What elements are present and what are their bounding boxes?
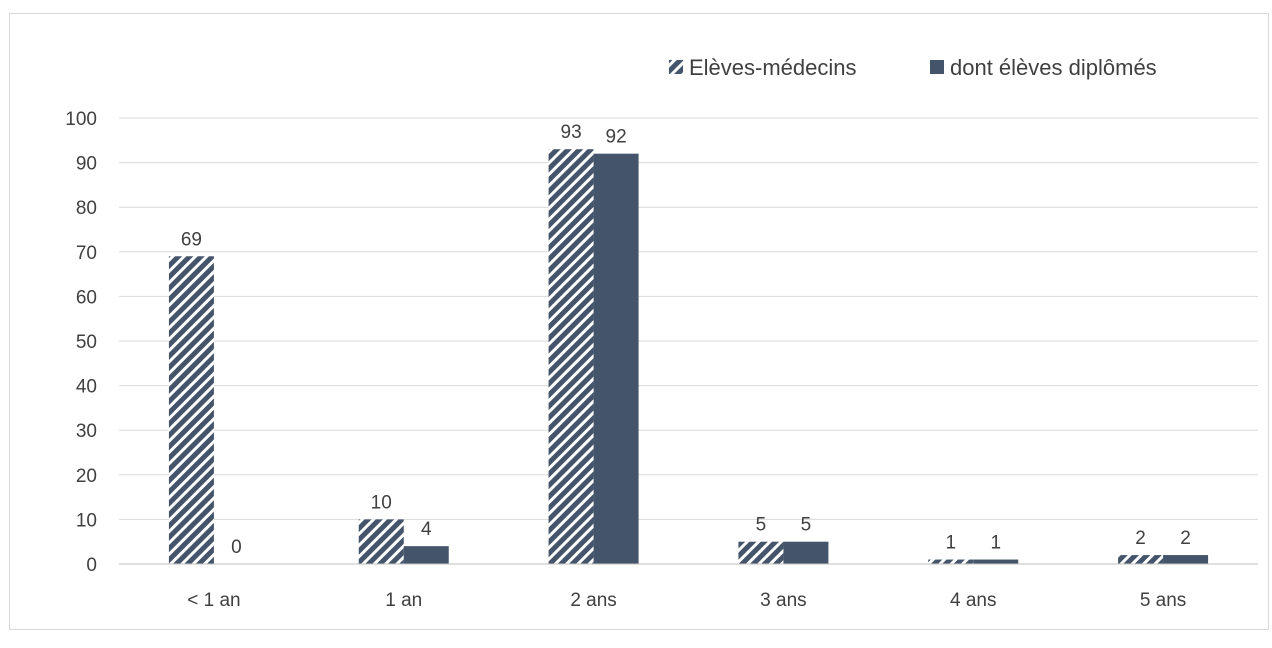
gridlines bbox=[119, 117, 1258, 520]
y-tick-label: 30 bbox=[76, 421, 97, 442]
bar-eleves-medecins bbox=[738, 541, 784, 564]
legend-swatch bbox=[669, 60, 683, 74]
y-tick-label: 70 bbox=[76, 243, 97, 264]
bar-eleves-medecins bbox=[928, 559, 974, 564]
data-label: 93 bbox=[561, 122, 582, 143]
legend-label: dont élèves diplômés bbox=[950, 55, 1157, 80]
y-tick-label: 40 bbox=[76, 377, 97, 398]
data-label: 5 bbox=[801, 515, 812, 536]
bar-eleves-diplomes bbox=[1163, 555, 1209, 564]
legend-label: Elèves-médecins bbox=[689, 55, 857, 80]
x-axis: < 1 an 1 an 2 ans 3 ans 4 ans 5 ans bbox=[119, 563, 1258, 611]
x-tick-label: 2 ans bbox=[570, 590, 616, 611]
bar-eleves-diplomes bbox=[973, 559, 1019, 564]
y-tick-label: 100 bbox=[65, 109, 97, 130]
y-axis: 0 10 20 30 40 50 60 70 80 90 100 bbox=[65, 109, 97, 576]
x-tick-label: 4 ans bbox=[950, 590, 996, 611]
y-tick-label: 80 bbox=[76, 198, 97, 219]
bar-eleves-medecins bbox=[358, 519, 404, 564]
data-label: 1 bbox=[990, 533, 1001, 554]
data-label: 10 bbox=[371, 492, 392, 513]
data-label: 4 bbox=[421, 519, 432, 540]
bar-eleves-medecins bbox=[168, 256, 214, 564]
bar-eleves-diplomes bbox=[783, 541, 829, 564]
legend: Elèves-médecins dont élèves diplômés bbox=[669, 55, 1157, 80]
y-tick-label: 60 bbox=[76, 287, 97, 308]
x-tick-label: 3 ans bbox=[760, 590, 806, 611]
bar-eleves-diplomes bbox=[593, 153, 639, 564]
bars bbox=[168, 149, 1209, 564]
bar-chart: 0 10 20 30 40 50 60 70 80 90 100 69 0 10 4 93 92 5 5 1 1 2 2 … bbox=[65, 55, 1258, 611]
data-label: 2 bbox=[1135, 528, 1146, 549]
data-label: 92 bbox=[606, 127, 627, 148]
bar-eleves-diplomes bbox=[403, 546, 449, 564]
data-labels: 69 0 10 4 93 92 5 5 1 1 2 2 bbox=[181, 122, 1191, 558]
data-label: 5 bbox=[756, 515, 767, 536]
x-tick-label: < 1 an bbox=[187, 590, 240, 611]
data-label: 69 bbox=[181, 229, 202, 250]
y-tick-label: 10 bbox=[76, 510, 97, 531]
bar-eleves-medecins bbox=[548, 149, 594, 564]
data-label: 0 bbox=[231, 537, 242, 558]
x-tick-label: 1 an bbox=[385, 590, 422, 611]
chart-container: 0 10 20 30 40 50 60 70 80 90 100 69 0 10 4 93 92 5 5 1 1 2 2 … bbox=[9, 13, 1269, 630]
bar-eleves-medecins bbox=[1118, 555, 1164, 564]
x-tick-label: 5 ans bbox=[1140, 590, 1186, 611]
legend-swatch bbox=[930, 60, 944, 74]
y-tick-label: 20 bbox=[76, 466, 97, 487]
y-tick-label: 90 bbox=[76, 154, 97, 175]
y-tick-label: 50 bbox=[76, 332, 97, 353]
data-label: 2 bbox=[1180, 528, 1191, 549]
data-label: 1 bbox=[945, 533, 956, 554]
y-tick-label: 0 bbox=[86, 555, 97, 576]
